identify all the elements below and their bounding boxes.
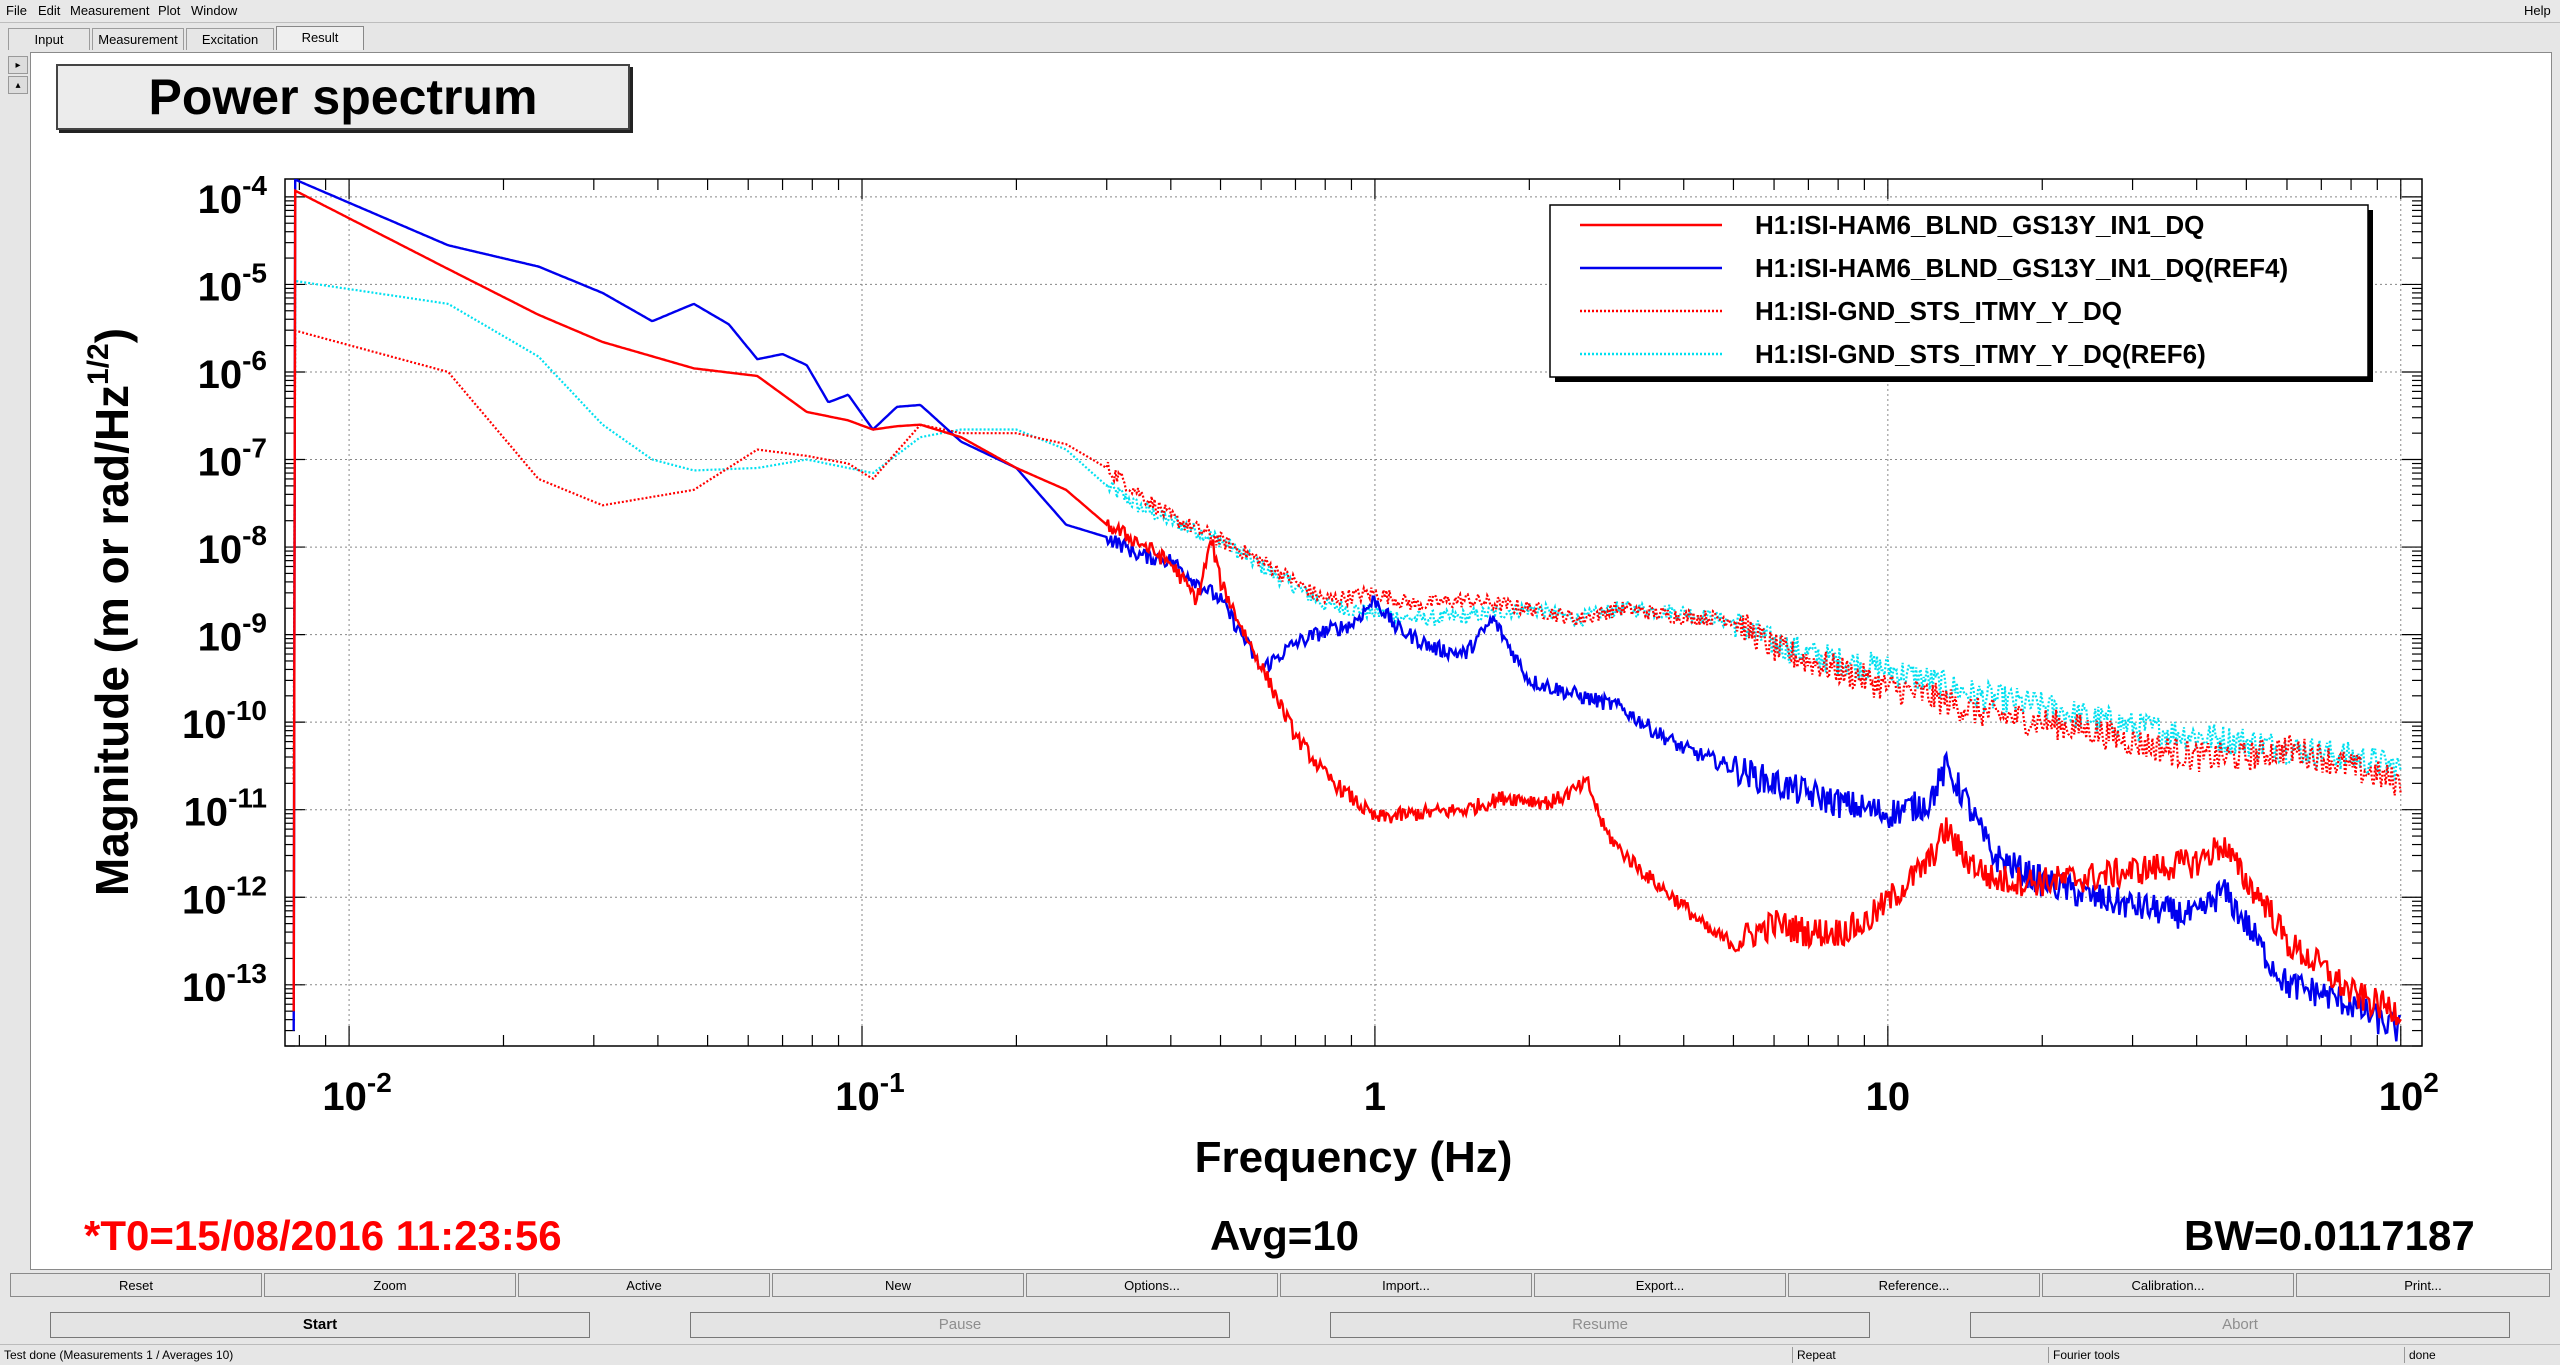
plot-toolbar: Reset Zoom Active New Options... Import.… — [10, 1273, 2550, 1299]
status-tools: Fourier tools — [2048, 1347, 2404, 1363]
y-tick-label: 10-9 — [198, 608, 267, 660]
x-tick-label: 10-2 — [322, 1067, 391, 1119]
series-line-3 — [292, 329, 2402, 796]
y-tick-label: 10-13 — [182, 958, 267, 1010]
zoom-button[interactable]: Zoom — [264, 1273, 516, 1297]
expand-arrow-icon[interactable]: ▸ — [8, 56, 28, 74]
plot-title: Power spectrum — [56, 64, 630, 130]
collapse-arrow-icon[interactable]: ▴ — [8, 76, 28, 94]
tab-bar: Input Measurement Excitation Result — [0, 24, 2560, 52]
legend-entry-1: H1:ISI-HAM6_BLND_GS13Y_IN1_DQ — [1755, 210, 2204, 240]
new-button[interactable]: New — [772, 1273, 1024, 1297]
reset-button[interactable]: Reset — [10, 1273, 262, 1297]
tab-input[interactable]: Input — [8, 28, 90, 50]
series-line-1 — [292, 188, 2402, 1026]
print-button[interactable]: Print... — [2296, 1273, 2550, 1297]
status-mode: Repeat — [1792, 1347, 2048, 1363]
calibration-button[interactable]: Calibration... — [2042, 1273, 2294, 1297]
y-tick-label: 10-6 — [198, 345, 267, 397]
series-line-4 — [292, 279, 2402, 782]
y-tick-label: 10-5 — [198, 257, 267, 309]
tab-result[interactable]: Result — [276, 26, 364, 50]
y-tick-label: 10-4 — [198, 170, 268, 222]
tab-measurement[interactable]: Measurement — [92, 28, 184, 50]
menu-help[interactable]: Help — [2524, 3, 2551, 18]
y-axis-title: Magnitude (m or rad/Hz1/2) — [82, 328, 138, 896]
x-tick-label: 10 — [1866, 1075, 1911, 1119]
status-state: done — [2404, 1347, 2560, 1363]
resume-button[interactable]: Resume — [1330, 1312, 1870, 1338]
y-tick-label: 10-8 — [198, 520, 267, 572]
abort-button[interactable]: Abort — [1970, 1312, 2510, 1338]
status-message: Test done (Measurements 1 / Averages 10) — [4, 1348, 234, 1362]
import-button[interactable]: Import... — [1280, 1273, 1532, 1297]
legend-entry-2: H1:ISI-HAM6_BLND_GS13Y_IN1_DQ(REF4) — [1755, 253, 2288, 283]
x-tick-label: 10-1 — [835, 1067, 904, 1119]
bw-label: BW=0.0117187 — [2184, 1212, 2475, 1259]
y-tick-label: 10-12 — [182, 870, 267, 922]
start-button[interactable]: Start — [50, 1312, 590, 1338]
t0-label: *T0=15/08/2016 11:23:56 — [84, 1212, 562, 1259]
y-tick-label: 10-11 — [184, 783, 267, 835]
avg-label: Avg=10 — [1210, 1212, 1360, 1259]
menu-measurement[interactable]: Measurement — [70, 3, 150, 18]
y-tick-label: 10-7 — [198, 433, 267, 485]
y-tick-label: 10-10 — [182, 695, 267, 747]
x-axis-title: Frequency (Hz) — [1195, 1133, 1513, 1182]
pause-button[interactable]: Pause — [690, 1312, 1230, 1338]
export-button[interactable]: Export... — [1534, 1273, 1786, 1297]
active-button[interactable]: Active — [518, 1273, 770, 1297]
series-line-2 — [292, 179, 2401, 1042]
x-tick-label: 1 — [1364, 1075, 1386, 1119]
power-spectrum-chart[interactable]: 10-2 10-1 1 10 10210-410-510-610-710-810-910… — [0, 0, 2560, 1270]
menu-edit[interactable]: Edit — [38, 3, 61, 18]
legend-entry-4: H1:ISI-GND_STS_ITMY_Y_DQ(REF6) — [1755, 339, 2206, 369]
reference-button[interactable]: Reference... — [1788, 1273, 2040, 1297]
menu-bar: File Edit Measurement Plot Window Help — [0, 0, 2560, 23]
options-button[interactable]: Options... — [1026, 1273, 1278, 1297]
menu-file[interactable]: File — [6, 3, 27, 18]
x-tick-label: 102 — [2379, 1067, 2439, 1119]
tab-excitation[interactable]: Excitation — [186, 28, 274, 50]
legend-entry-3: H1:ISI-GND_STS_ITMY_Y_DQ — [1755, 296, 2122, 326]
legend-box — [1549, 204, 2369, 378]
status-bar: Test done (Measurements 1 / Averages 10)… — [0, 1344, 2560, 1365]
menu-window[interactable]: Window — [191, 3, 238, 18]
menu-plot[interactable]: Plot — [158, 3, 181, 18]
